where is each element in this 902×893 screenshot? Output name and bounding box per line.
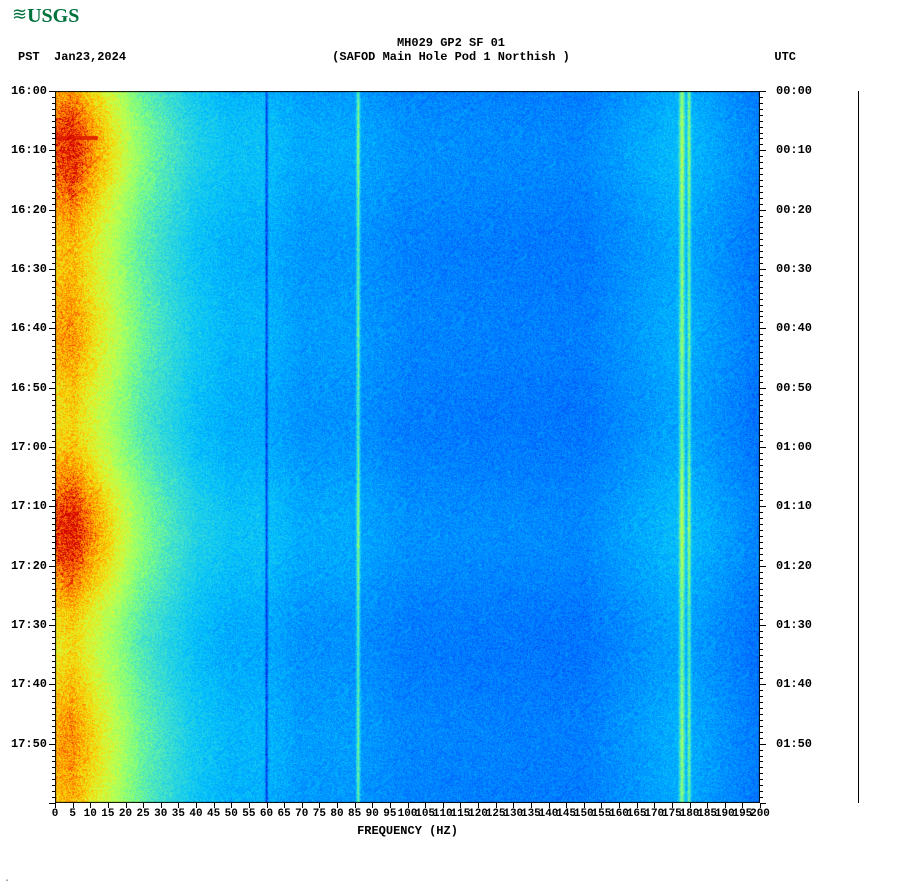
y-left-tick: 16:00 xyxy=(11,84,47,98)
x-tick: 5 xyxy=(69,808,76,820)
y-right-tick: 00:20 xyxy=(776,203,812,217)
spectrogram-plot xyxy=(55,91,760,803)
y-left-tick: 17:50 xyxy=(11,737,47,751)
x-tick: 20 xyxy=(119,808,132,820)
y-right-tick: 01:50 xyxy=(776,737,812,751)
x-tick: 55 xyxy=(242,808,255,820)
x-tick: 85 xyxy=(348,808,361,820)
x-tick: 50 xyxy=(225,808,238,820)
usgs-logo: ≋USGS xyxy=(12,4,79,28)
footer-mark: · xyxy=(4,876,10,887)
y-left-tick: 17:20 xyxy=(11,559,47,573)
x-tick: 35 xyxy=(172,808,185,820)
chart-title: MH029 GP2 SF 01 (SAFOD Main Hole Pod 1 N… xyxy=(0,36,902,64)
tz-right-label: UTC xyxy=(774,50,796,64)
y-right-tick: 01:30 xyxy=(776,618,812,632)
x-tick: 10 xyxy=(84,808,97,820)
y-left-tick: 17:30 xyxy=(11,618,47,632)
y-right-tick: 01:20 xyxy=(776,559,812,573)
x-tick: 65 xyxy=(278,808,291,820)
y-left-tick: 16:40 xyxy=(11,321,47,335)
y-right-tick: 01:00 xyxy=(776,440,812,454)
x-axis-label: FREQUENCY (HZ) xyxy=(55,824,760,838)
x-tick: 200 xyxy=(750,808,770,820)
y-left-tick: 17:10 xyxy=(11,499,47,513)
title-line-1: MH029 GP2 SF 01 xyxy=(0,36,902,50)
y-left-tick: 16:30 xyxy=(11,262,47,276)
x-tick: 25 xyxy=(137,808,150,820)
x-tick: 45 xyxy=(207,808,220,820)
y-right-tick: 01:10 xyxy=(776,499,812,513)
y-left-tick: 16:10 xyxy=(11,143,47,157)
x-tick: 60 xyxy=(260,808,273,820)
spectrogram-canvas xyxy=(55,91,760,803)
x-tickmarks xyxy=(55,803,760,808)
x-tick: 80 xyxy=(330,808,343,820)
colorbar-axis xyxy=(858,91,859,803)
y-axis-right: 00:0000:1000:2000:3000:4000:5001:0001:10… xyxy=(768,91,818,803)
tz-left-label: PST xyxy=(18,50,40,64)
y-right-tick: 00:40 xyxy=(776,321,812,335)
y-tickmarks-left xyxy=(49,91,55,803)
y-left-tick: 17:40 xyxy=(11,677,47,691)
y-tickmarks-right xyxy=(760,91,766,803)
title-line-2: (SAFOD Main Hole Pod 1 Northish ) xyxy=(0,50,902,64)
date-label: Jan23,2024 xyxy=(54,50,126,64)
y-axis-left: 16:0016:1016:2016:3016:4016:5017:0017:10… xyxy=(0,91,55,803)
y-left-tick: 16:50 xyxy=(11,381,47,395)
x-tick: 75 xyxy=(313,808,326,820)
y-right-tick: 01:40 xyxy=(776,677,812,691)
x-axis-ticks: 0510152025303540455055606570758085909510… xyxy=(55,808,760,824)
y-right-tick: 00:00 xyxy=(776,84,812,98)
x-tick: 70 xyxy=(295,808,308,820)
x-tick: 0 xyxy=(52,808,59,820)
x-tick: 95 xyxy=(383,808,396,820)
x-tick: 90 xyxy=(366,808,379,820)
y-right-tick: 00:10 xyxy=(776,143,812,157)
y-right-tick: 00:50 xyxy=(776,381,812,395)
x-tick: 30 xyxy=(154,808,167,820)
y-left-tick: 16:20 xyxy=(11,203,47,217)
tz-left-block: PST Jan23,2024 xyxy=(18,50,126,64)
x-tick: 15 xyxy=(101,808,114,820)
x-tick: 40 xyxy=(189,808,202,820)
y-right-tick: 00:30 xyxy=(776,262,812,276)
y-left-tick: 17:00 xyxy=(11,440,47,454)
